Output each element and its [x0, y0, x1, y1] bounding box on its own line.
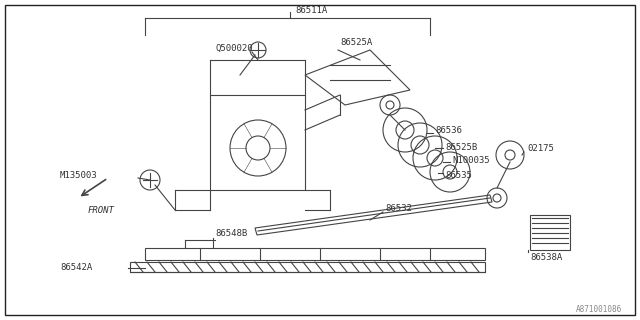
Text: 86536: 86536	[435, 125, 462, 134]
Bar	[145, 248, 485, 260]
Text: 02175: 02175	[527, 143, 554, 153]
Bar	[130, 262, 485, 272]
Bar	[530, 215, 570, 250]
Text: 86525A: 86525A	[340, 37, 372, 46]
Text: FRONT: FRONT	[88, 205, 115, 214]
Text: M135003: M135003	[60, 171, 98, 180]
Text: Q500020: Q500020	[215, 44, 253, 52]
Text: 86525B: 86525B	[445, 142, 477, 151]
Text: 86538A: 86538A	[530, 253, 563, 262]
Text: N100035: N100035	[452, 156, 490, 164]
Text: 86532: 86532	[385, 204, 412, 212]
Text: 86548B: 86548B	[215, 228, 247, 237]
Text: 86535: 86535	[445, 171, 472, 180]
Text: 86542A: 86542A	[60, 263, 92, 273]
Bar	[210, 95, 305, 190]
Text: 86511A: 86511A	[295, 5, 327, 14]
Text: A871001086: A871001086	[576, 306, 622, 315]
